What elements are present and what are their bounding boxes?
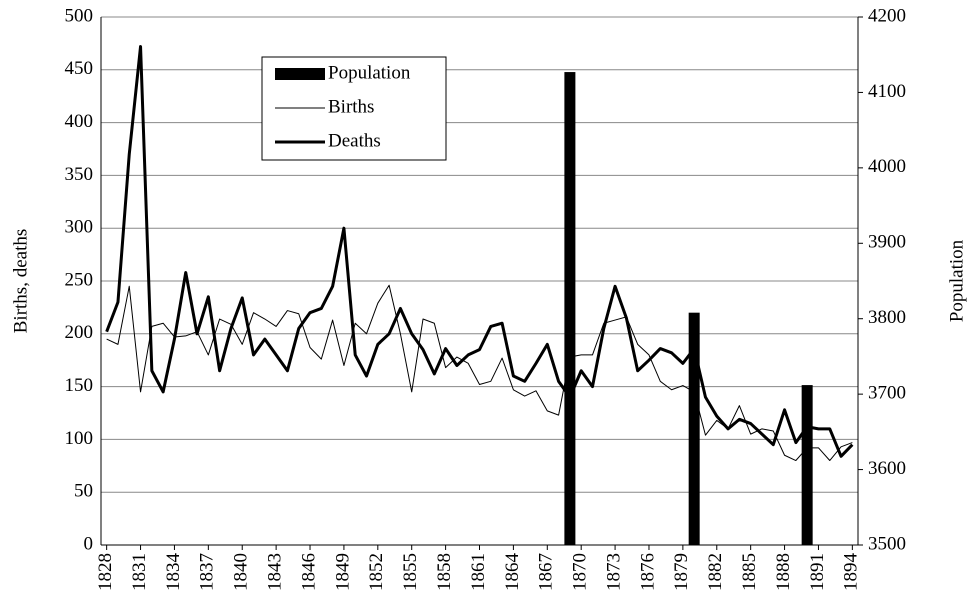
x-tick-label: 1831: [129, 553, 150, 591]
x-tick-label: 1882: [705, 553, 726, 591]
bar: [801, 385, 813, 545]
y-tick-label: 0: [84, 533, 94, 554]
y2-tick-label: 3700: [868, 383, 906, 404]
x-tick-label: 1885: [739, 553, 760, 591]
x-tick-label: 1879: [671, 553, 692, 591]
x-tick-label: 1846: [298, 553, 319, 591]
y-tick-label: 500: [65, 5, 94, 26]
y-tick-label: 300: [65, 217, 94, 238]
x-tick-label: 1894: [841, 553, 862, 592]
bar: [564, 72, 576, 545]
y-axis-title: Births, deaths: [10, 229, 31, 334]
legend-label: Population: [328, 62, 411, 83]
legend-label: Births: [328, 96, 374, 117]
x-tick-label: 1876: [637, 553, 658, 591]
y2-tick-label: 4200: [868, 5, 906, 26]
x-tick-label: 1870: [570, 553, 591, 591]
x-tick-label: 1834: [163, 553, 184, 592]
x-tick-label: 1873: [603, 553, 624, 591]
x-tick-label: 1852: [366, 553, 387, 591]
y-tick-label: 200: [65, 322, 94, 343]
line: [106, 284, 853, 462]
y2-tick-label: 3900: [868, 232, 906, 253]
x-tick-label: 1849: [332, 553, 353, 591]
y-tick-label: 150: [65, 375, 94, 396]
y-tick-label: 100: [65, 428, 94, 449]
x-tick-label: 1837: [197, 553, 218, 591]
x-tick-label: 1867: [536, 553, 557, 591]
y2-tick-label: 4100: [868, 81, 906, 102]
x-tick-label: 1840: [231, 553, 252, 591]
y-tick-label: 450: [65, 58, 94, 79]
y2-tick-label: 3600: [868, 458, 906, 479]
bar: [688, 312, 700, 545]
y-tick-label: 400: [65, 111, 94, 132]
x-tick-label: 1855: [400, 553, 421, 591]
y2-tick-label: 4000: [868, 156, 906, 177]
x-tick-label: 1843: [264, 553, 285, 591]
y-tick-label: 350: [65, 164, 94, 185]
legend-swatch: [275, 68, 325, 80]
y-tick-label: 50: [74, 481, 93, 502]
line: [105, 45, 854, 458]
y-tick-label: 250: [65, 269, 94, 290]
y2-axis-title: Population: [946, 239, 967, 322]
legend-label: Deaths: [328, 130, 381, 151]
y2-tick-label: 3800: [868, 307, 906, 328]
x-tick-label: 1864: [502, 553, 523, 592]
y2-tick-label: 3500: [868, 533, 906, 554]
x-tick-label: 1888: [773, 553, 794, 591]
x-tick-label: 1858: [434, 553, 455, 591]
x-tick-label: 1828: [95, 553, 116, 591]
x-tick-label: 1891: [807, 553, 828, 591]
x-tick-label: 1861: [468, 553, 489, 591]
